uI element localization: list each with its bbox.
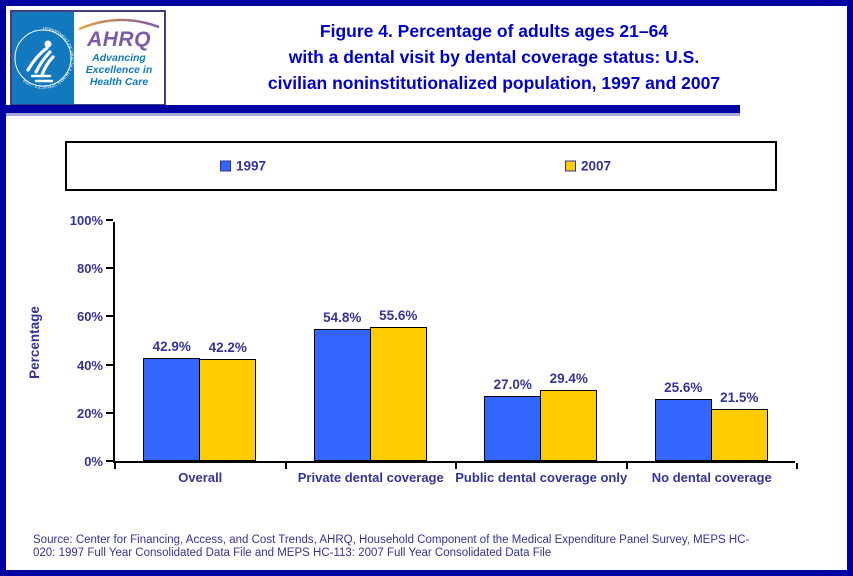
source-line-2: 020: 1997 Full Year Consolidated Data Fi… bbox=[33, 547, 552, 559]
bar-2007-no-dental-coverage bbox=[710, 409, 768, 461]
y-tick-mark bbox=[106, 460, 113, 462]
y-tick-label: 0% bbox=[84, 454, 103, 469]
legend-swatch-2007 bbox=[565, 160, 576, 172]
ahrq-brand-text: AHRQ bbox=[87, 28, 151, 51]
y-tick-mark bbox=[106, 315, 113, 318]
bar-value-label: 55.6% bbox=[379, 308, 418, 323]
tagline-line: Advancing bbox=[92, 52, 146, 64]
x-tick-mark bbox=[625, 463, 628, 469]
bar-1997-no-dental-coverage bbox=[654, 399, 712, 461]
category-label: Private dental coverage bbox=[297, 470, 444, 485]
y-tick-mark bbox=[106, 411, 113, 414]
y-axis-title-wrap: Percentage bbox=[8, 222, 60, 463]
title-line-2: with a dental visit by dental coverage s… bbox=[288, 47, 700, 67]
ahrq-hhs-logo: DEPARTMENT OF HEALTH & HUMAN SERVICES · … bbox=[10, 10, 166, 106]
tagline-line: Health Care bbox=[89, 76, 149, 88]
y-tick-mark bbox=[106, 219, 113, 221]
x-tick-mark bbox=[114, 463, 116, 469]
bar-1997-private-dental-coverage bbox=[313, 329, 371, 461]
y-tick-label: 20% bbox=[76, 405, 103, 421]
y-tick-mark bbox=[106, 363, 113, 366]
y-tick-label: 80% bbox=[76, 261, 103, 277]
bar-value-label: 21.5% bbox=[720, 390, 759, 405]
legend-swatch-1997 bbox=[220, 160, 231, 172]
plot-area: 0% 20% 40% 60% 80% 100% 42.9% 42.2% Overall 54.8%… bbox=[70, 213, 798, 485]
legend-item-1997: 1997 bbox=[220, 159, 266, 174]
bar-value-label: 29.4% bbox=[549, 371, 588, 386]
bar-value-label: 42.2% bbox=[208, 340, 247, 355]
category-label: Overall bbox=[178, 470, 223, 485]
category-label: No dental coverage bbox=[651, 470, 772, 485]
y-tick-label: 60% bbox=[76, 309, 103, 325]
bar-value-label: 42.9% bbox=[152, 339, 191, 354]
bar-1997-public-dental-coverage-only bbox=[484, 396, 542, 461]
x-tick-mark bbox=[455, 463, 457, 469]
bar-2007-public-dental-coverage-only bbox=[540, 390, 598, 461]
legend: 1997 2007 bbox=[65, 141, 777, 191]
figure-title: Figure 4. Percentage of adults ages 21–6… bbox=[166, 18, 822, 96]
bar-value-label: 25.6% bbox=[664, 380, 703, 395]
legend-label-1997: 1997 bbox=[236, 158, 267, 174]
y-tick-label: 40% bbox=[76, 357, 103, 373]
legend-label-2007: 2007 bbox=[581, 158, 612, 174]
legend-item-2007: 2007 bbox=[565, 159, 611, 174]
bar-2007-private-dental-coverage bbox=[369, 327, 427, 461]
y-tick-mark bbox=[106, 267, 113, 270]
bar-2007-overall bbox=[199, 359, 257, 461]
x-tick-mark bbox=[284, 463, 287, 469]
source-note: Source: Center for Financing, Access, an… bbox=[33, 534, 833, 560]
x-tick-mark bbox=[796, 463, 798, 469]
y-tick-label: 100% bbox=[69, 213, 103, 228]
header-divider bbox=[6, 105, 740, 116]
ahrq-tagline: Advancing Excellence in Health Care bbox=[86, 52, 153, 88]
category-label: Public dental coverage only bbox=[455, 470, 628, 485]
source-line-1: Source: Center for Financing, Access, an… bbox=[33, 534, 750, 546]
title-line-1: Figure 4. Percentage of adults ages 21–6… bbox=[319, 21, 669, 41]
hhs-seal-icon: DEPARTMENT OF HEALTH & HUMAN SERVICES · … bbox=[12, 12, 75, 104]
bar-value-label: 54.8% bbox=[323, 310, 362, 325]
bar-value-label: 27.0% bbox=[493, 377, 532, 392]
ahrq-wordmark: AHRQ Advancing Excellence in Health Care bbox=[74, 12, 164, 104]
ahrq-arc-icon bbox=[78, 18, 160, 30]
title-line-3: civilian noninstitutionalized population… bbox=[267, 73, 721, 93]
bar-1997-overall bbox=[143, 358, 201, 461]
y-axis-title: Percentage bbox=[26, 306, 42, 379]
tagline-line: Excellence in bbox=[85, 64, 153, 76]
